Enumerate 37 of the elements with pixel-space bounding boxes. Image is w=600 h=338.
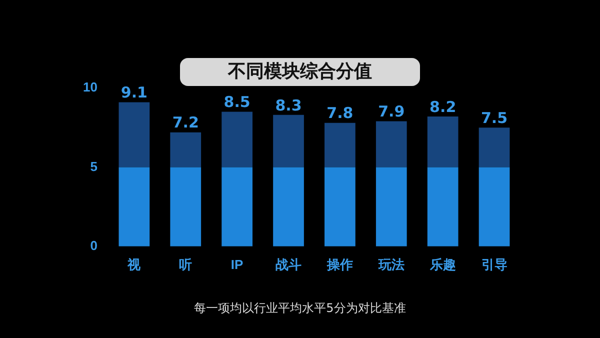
total-label: 9.1 [120,84,148,102]
bar [324,167,356,246]
bar [427,167,458,246]
x-tick-label: 操作 [326,256,353,272]
total-label: 7.8 [326,104,354,122]
x-tick-label: 听 [179,256,192,272]
total-label: 7.5 [480,108,508,127]
x-tick-label: 引导 [481,256,508,272]
bar [324,122,356,168]
bar [478,128,510,168]
total-label: 8.2 [430,98,456,116]
total-label: 7.9 [378,102,405,121]
y-tick-label: 5 [90,158,98,174]
bar [170,167,202,246]
bar [376,121,407,168]
total-label: 8.3 [275,96,302,114]
x-tick-label: IP [230,256,244,272]
bar [222,112,252,168]
bar [118,167,150,246]
bar [478,167,510,246]
total-label: 8.5 [224,93,250,112]
text: 每一项均以行业平均水平5分为对比基准 [193,300,407,317]
total-label: 7.2 [172,114,199,132]
chart-title: 不同模块综合分值 [180,58,420,86]
y-tick-label: 10 [82,80,98,95]
bar [376,167,407,246]
bar [170,132,202,168]
y-tick-label: 0 [90,238,98,253]
x-tick-label: 视 [126,256,142,272]
x-tick-label: 玩法 [377,256,404,272]
bar [118,102,150,168]
x-tick-label: 乐趣 [428,256,456,272]
bar [273,114,304,168]
x-tick-label: 战斗 [276,256,302,272]
bar [273,167,304,246]
bar [427,116,458,168]
bar [222,167,252,246]
